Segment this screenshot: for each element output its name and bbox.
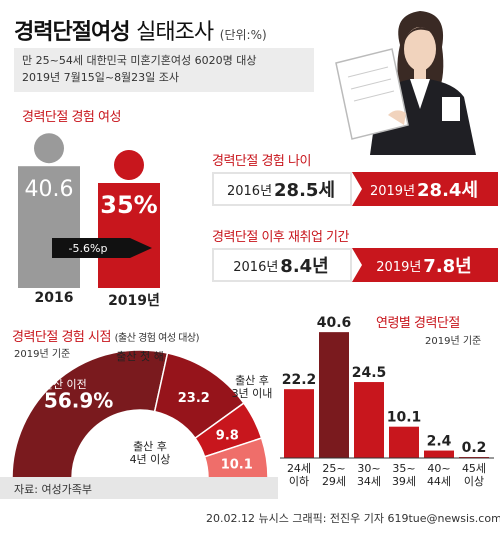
experience-value-0: 40.6 [25,177,74,202]
timing-label-3: 4년 이상 [130,453,171,466]
source-bar [0,477,278,499]
businesswoman-illustration [335,11,476,155]
title-thin: 실태조사 [136,20,214,45]
age-value-3: 10.1 [387,410,422,426]
age-category-4: 44세 [427,475,451,488]
experience-year-2019: 2019년 [108,293,160,309]
timing-label-3: 출산 후 [133,440,167,453]
timing-title: 경력단절 경험 시점 [12,330,111,345]
age-group-note: 2019년 기준 [425,336,482,347]
age-category-2: 30~ [357,462,380,475]
age-category-1: 25~ [322,462,345,475]
age-2016-year: 2016년 [226,183,273,199]
experience-head-1 [114,150,144,180]
age-value-4: 2.4 [427,434,452,450]
credit-label: 20.02.12 뉴시스 그래픽: 전진우 기자 619tue@newsis.c… [206,512,500,525]
unit-label: (단위:%) [219,28,267,42]
age-value-5: 0.2 [462,440,487,456]
reemployment-2016-value: 8.4년 [280,256,329,277]
change-annotation: -5.6%p [69,242,108,255]
age-value-1: 40.6 [317,315,352,331]
timing-label-2: 3년 이내 [232,387,273,400]
timing-note: 2019년 기준 [14,349,71,360]
reemployment-2019-value: 7.8년 [423,256,472,277]
reemployment-2019-box: 2019년 7.8년 [352,248,498,282]
reemployment-2019-year: 2019년 [376,259,422,275]
timing-label-1: 출산 첫 해 [116,349,163,363]
age-bar-4 [424,450,454,458]
timing-section-title: 경력단절 경험 시점 (출산 경험 여성 대상) [12,326,200,345]
age-category-2: 34세 [357,475,381,488]
age-group-section-title: 연령별 경력단절 [376,316,460,331]
age-2019-box: 2019년 28.4세 [352,172,498,206]
timing-label-0: 첫 출산 이전 [29,378,87,391]
age-category-3: 35~ [392,462,415,475]
age-2016-value: 28.5세 [274,180,336,201]
experience-bar-1 [98,183,160,288]
age-bar-2 [354,382,384,458]
experience-bar-0 [18,166,80,288]
age-bar-0 [284,389,314,458]
timing-label-2: 출산 후 [235,374,269,387]
reemployment-2016-year: 2016년 [233,259,279,275]
experience-value-1: 35% [100,191,157,219]
page-title: 경력단절여성 실태조사 (단위:%) [14,14,267,46]
experience-bar-chart: 40.6 35% -5.6%p [18,133,160,288]
reemployment-section-title: 경력단절 이후 재취업 기간 [212,230,349,245]
age-bar-3 [389,426,419,458]
age-category-5: 이상 [464,475,484,488]
experience-year-2016: 2016 [34,290,74,306]
survey-info-line1: 만 25~54세 대한민국 미혼기혼여성 6020명 대상 [22,54,257,67]
timing-value-3: 10.1 [221,458,253,473]
timing-value-0: 56.9% [44,389,113,413]
title-bold: 경력단절여성 [14,20,130,45]
experience-section-title: 경력단절 경험 여성 [22,110,121,125]
reemployment-comparison-row: 2016년 8.4년 2019년 7.8년 [212,248,498,282]
timing-value-1: 23.2 [178,391,210,406]
survey-info-line2: 2019년 7월15일~8월23일 조사 [22,71,180,84]
timing-slice-0 [11,349,169,479]
timing-subtitle: (출산 경험 여성 대상) [114,333,200,344]
timing-value-2: 9.8 [216,429,239,444]
age-section-title: 경력단절 경험 나이 [212,154,311,169]
change-arrow-icon [52,238,152,258]
age-value-2: 24.5 [352,365,387,381]
age-bar-1 [319,332,349,458]
experience-head-0 [34,133,64,164]
reemployment-2016-box: 2016년 8.4년 [212,248,352,282]
survey-info-box: 만 25~54세 대한민국 미혼기혼여성 6020명 대상 2019년 7월15… [14,48,314,92]
age-category-0: 이하 [289,474,309,488]
age-comparison-row: 2016년 28.5세 2019년 28.4세 [212,172,498,206]
age-category-5: 45세 [462,462,486,475]
source-label: 자료: 여성가족부 [14,483,93,496]
age-category-0: 24세 [287,462,311,475]
age-2019-value: 28.4세 [417,180,479,201]
age-2016-box: 2016년 28.5세 [212,172,352,206]
age-2019-year: 2019년 [369,183,416,199]
age-value-0: 22.2 [282,372,317,388]
age-category-4: 40~ [427,462,450,475]
age-category-1: 29세 [322,475,346,488]
age-category-3: 39세 [392,475,416,488]
